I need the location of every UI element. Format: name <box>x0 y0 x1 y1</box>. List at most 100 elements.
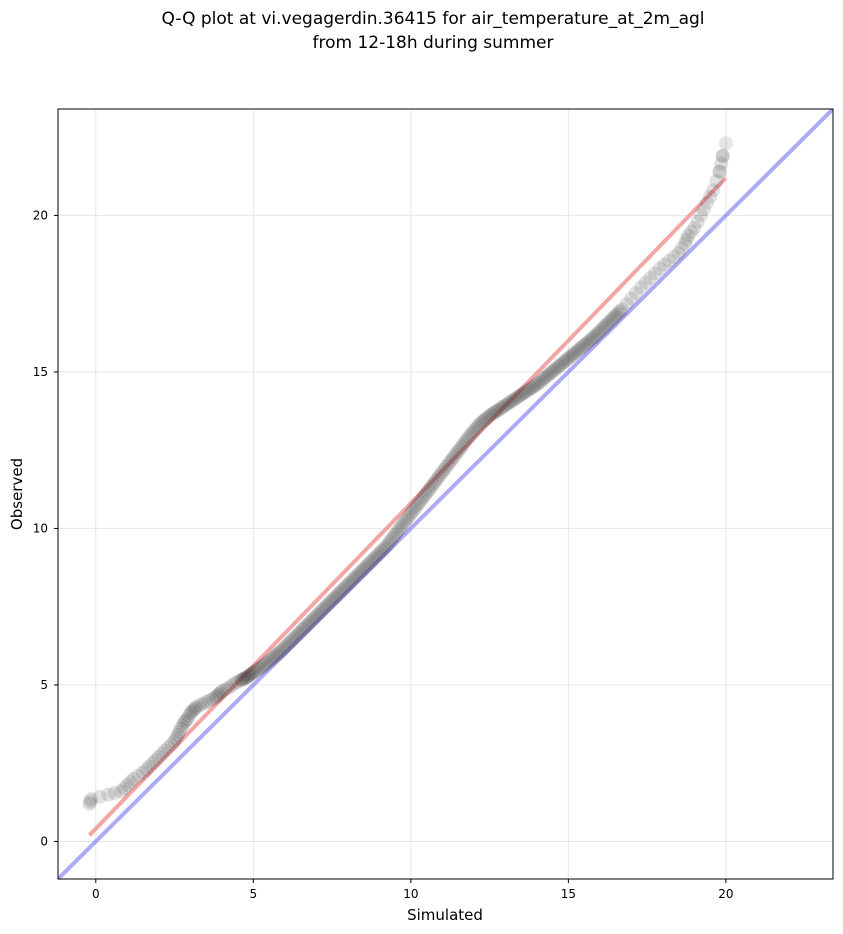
quantile-point <box>471 418 486 433</box>
x-tick-label: 0 <box>92 887 100 901</box>
quantile-point <box>527 378 542 393</box>
quantile-point <box>167 734 182 749</box>
quantile-point <box>255 659 270 674</box>
quantile-point <box>563 349 578 364</box>
quantile-point <box>418 487 433 502</box>
quantile-point <box>316 602 331 617</box>
quantile-point <box>287 630 302 645</box>
quantile-point <box>224 678 239 693</box>
quantile-point <box>512 388 527 403</box>
quantile-point <box>301 617 316 632</box>
quantile-point <box>145 756 160 771</box>
quantile-point <box>123 774 138 789</box>
quantile-point <box>684 224 699 239</box>
quantile-point <box>712 164 727 179</box>
quantile-point <box>189 699 204 714</box>
quantile-point <box>236 671 251 686</box>
quantile-point <box>514 387 529 402</box>
quantile-point <box>318 600 333 615</box>
quantile-point <box>354 564 369 579</box>
quantile-point <box>424 480 439 495</box>
quantile-point <box>490 403 505 418</box>
quantile-point <box>584 332 599 347</box>
quantile-point <box>454 440 469 455</box>
quantile-point <box>643 271 658 286</box>
quantile-point <box>217 682 232 697</box>
quantile-point <box>505 393 520 408</box>
quantile-point <box>342 575 357 590</box>
quantile-point <box>320 598 335 613</box>
quantile-point <box>164 737 179 752</box>
quantile-point <box>82 796 97 811</box>
quantile-point <box>211 687 226 702</box>
quantile-point <box>503 394 518 409</box>
quantile-point <box>323 594 338 609</box>
x-axis-ticks: 0 5 10 15 20 <box>92 879 734 901</box>
quantile-point <box>92 789 107 804</box>
quantile-point <box>391 522 406 537</box>
quantile-point <box>435 465 450 480</box>
quantile-point <box>178 713 193 728</box>
quantile-point <box>448 447 463 462</box>
fit-line <box>88 176 728 837</box>
quantile-point <box>408 500 423 515</box>
quantile-point <box>666 249 681 264</box>
quantile-point <box>295 622 310 637</box>
quantile-point <box>303 615 318 630</box>
quantile-point <box>450 445 465 460</box>
quantile-point <box>376 542 391 557</box>
quantile-point <box>280 637 295 652</box>
quantile-point <box>709 173 724 188</box>
quantile-point <box>378 540 393 555</box>
quantile-point <box>535 372 550 387</box>
quantile-point <box>550 360 565 375</box>
quantile-point <box>412 495 427 510</box>
quantile-point <box>107 785 122 800</box>
quantile-point <box>240 670 255 685</box>
x-axis-label: Simulated <box>407 906 483 924</box>
quantile-point <box>180 712 195 727</box>
quantile-point <box>250 662 265 677</box>
quantile-point <box>267 649 282 664</box>
quantile-point <box>406 502 421 517</box>
chart-title-line-1: Q-Q plot at vi.vegagerdin.36415 for air_… <box>161 9 704 29</box>
quantile-point <box>304 613 319 628</box>
quantile-point <box>265 651 280 666</box>
quantile-point <box>243 667 258 682</box>
quantile-point <box>603 313 618 328</box>
quantile-point <box>310 607 325 622</box>
quantile-point <box>567 346 582 361</box>
quantile-point <box>607 309 622 324</box>
quantile-point <box>459 432 474 447</box>
quantile-point <box>414 492 429 507</box>
quantile-point <box>533 374 548 389</box>
quantile-point <box>389 525 404 540</box>
quantile-point <box>439 460 454 475</box>
quantile-point <box>403 507 418 522</box>
quantile-point <box>213 685 228 700</box>
quantile-point <box>579 336 594 351</box>
quantile-point <box>467 423 482 438</box>
quantile-point <box>541 368 556 383</box>
quantile-point <box>175 718 190 733</box>
quantile-point <box>596 321 611 336</box>
quantile-point <box>507 392 522 407</box>
quantile-point <box>611 306 626 321</box>
quantile-point <box>139 762 154 777</box>
x-tick-label: 10 <box>403 887 418 901</box>
quantile-point <box>648 266 663 281</box>
quantile-point <box>703 189 718 204</box>
quantile-point <box>195 696 210 711</box>
quantile-point <box>501 396 516 411</box>
quantile-point <box>629 285 644 300</box>
quantile-point <box>674 241 689 256</box>
quantile-point <box>401 510 416 525</box>
quantile-point <box>350 568 365 583</box>
quantile-point <box>286 632 301 647</box>
y-axis-ticks: 0 5 10 15 20 <box>33 208 58 848</box>
y-tick-label: 10 <box>33 521 48 535</box>
quantile-point <box>142 759 157 774</box>
quantile-point <box>367 551 382 566</box>
quantile-point <box>172 724 187 739</box>
quantile-point <box>340 577 355 592</box>
